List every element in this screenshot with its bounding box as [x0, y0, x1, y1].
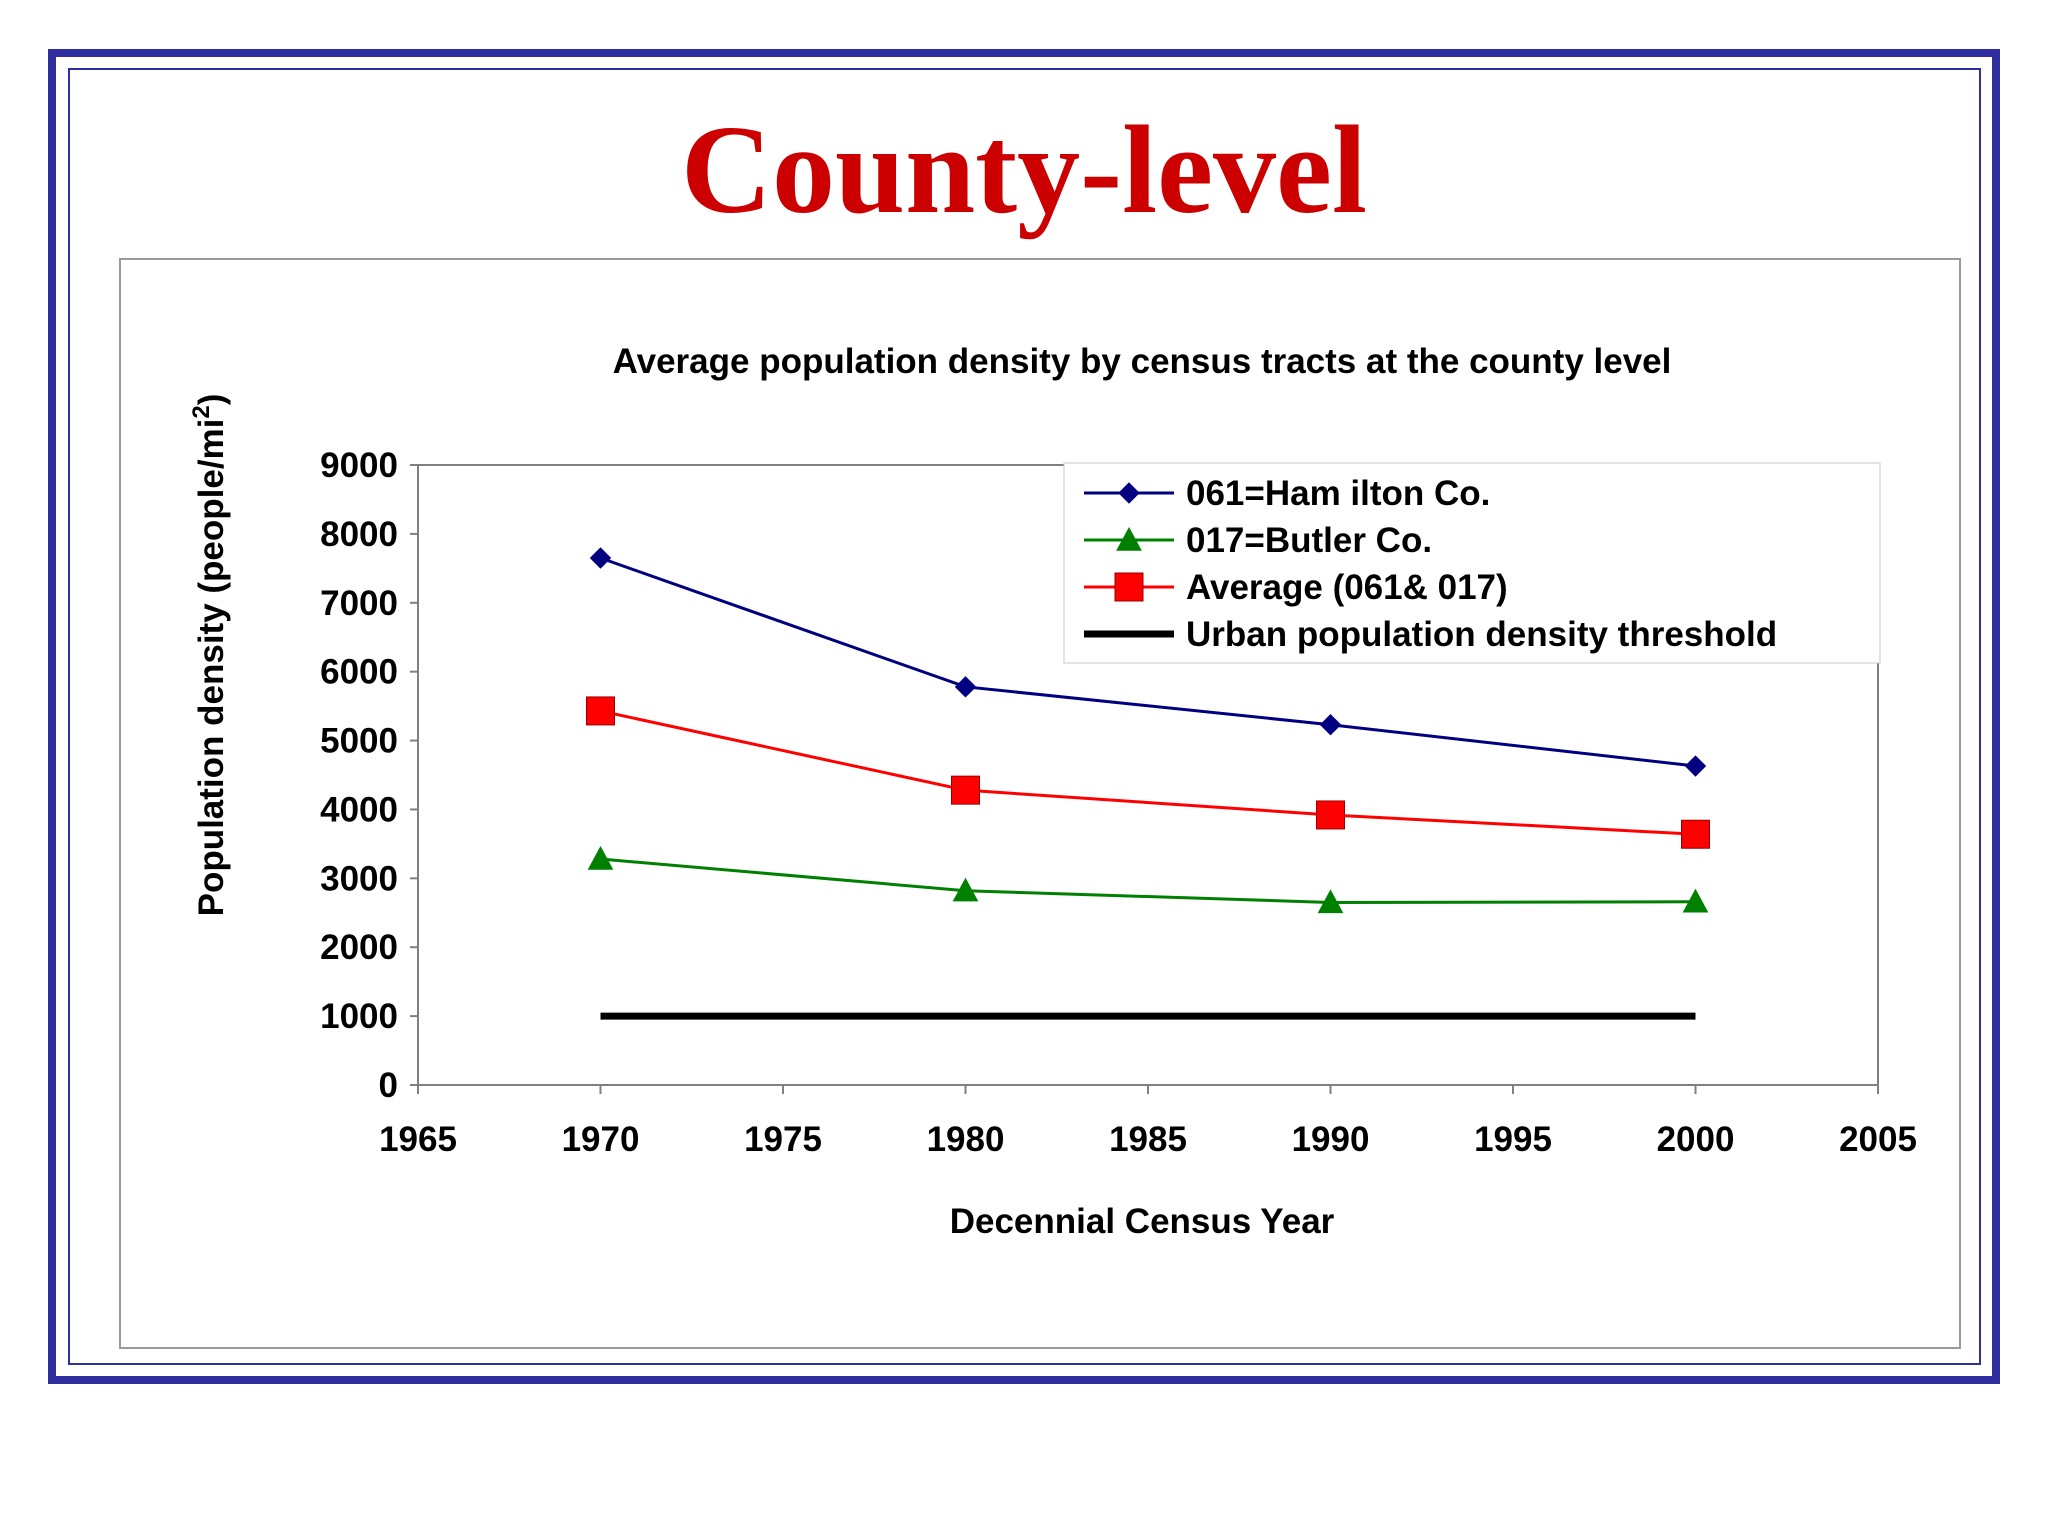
point-triangle	[1116, 526, 1142, 551]
y-axis-title: Population density (people/mi2)	[188, 394, 231, 917]
series-line	[600, 556, 1696, 768]
legend-box	[1063, 462, 1881, 664]
legend-label: 017=Butler Co.	[1186, 521, 1432, 560]
legend-label: Urban population density threshold	[1186, 615, 1777, 654]
point-triangle	[1317, 889, 1344, 914]
y-axis-title-superscript: 2	[188, 405, 215, 418]
x-tick-label: 2000	[1657, 1120, 1735, 1159]
y-tick-label: 2000	[320, 928, 398, 967]
y-tick-label: 5000	[320, 722, 398, 761]
point-diamond	[1684, 755, 1707, 777]
x-tick-label: 1980	[927, 1120, 1005, 1159]
x-tick-label: 1995	[1474, 1120, 1552, 1159]
slide-frame-inner	[68, 68, 1981, 1365]
y-axis-title-main: Population density (people/mi	[192, 419, 231, 917]
x-axis-title: Decennial Census Year	[950, 1202, 1335, 1241]
x-tick-label: 1970	[562, 1120, 640, 1159]
line-chart: Average population density by census tra…	[188, 342, 1917, 1241]
x-tick-label: 1965	[379, 1120, 457, 1159]
point-triangle	[952, 877, 979, 902]
legend-label: Average (061& 017)	[1186, 568, 1508, 607]
point-square	[951, 775, 980, 805]
series-square	[586, 696, 1710, 849]
point-triangle	[1682, 888, 1709, 913]
x-tick-label: 1985	[1109, 1120, 1187, 1159]
point-triangle	[587, 845, 614, 870]
slide-title: County-level	[681, 101, 1367, 240]
point-square	[586, 696, 615, 726]
point-diamond	[1319, 714, 1342, 736]
series-line	[600, 857, 1696, 904]
point-diamond	[1118, 482, 1140, 504]
legend: 061=Ham ilton Co. 017=Butler Co. Average (…	[1063, 462, 1881, 664]
point-square	[1316, 800, 1345, 830]
y-tick-label: 1000	[320, 997, 398, 1036]
series-triangle	[587, 845, 1709, 914]
chart-area: Average population density by census tra…	[119, 258, 1961, 1349]
point-square	[1114, 572, 1144, 602]
y-axis-title-text: Population density (people/mi2)	[188, 394, 231, 917]
point-diamond	[954, 676, 977, 698]
y-tick-label: 0	[379, 1066, 398, 1105]
slide-frame-outer	[48, 49, 2000, 1384]
y-tick-label: 3000	[320, 859, 398, 898]
y-tick-label: 8000	[320, 515, 398, 554]
chart-title: Average population density by census tra…	[613, 342, 1672, 381]
x-tick-label: 2005	[1839, 1120, 1917, 1159]
y-axis-title-close: )	[192, 394, 231, 406]
series-line	[600, 709, 1696, 836]
point-square	[1681, 819, 1710, 849]
axes: 0 1000 2000 3000 4000 5000 6000 7000 8000 9000 196…	[320, 446, 1917, 1159]
series-layer	[586, 547, 1710, 1020]
x-tick-label: 1990	[1292, 1120, 1370, 1159]
series-diamond	[589, 547, 1707, 777]
legend-entries: 061=Ham ilton Co. 017=Butler Co. Average (…	[1084, 474, 1777, 654]
x-tick-label: 1975	[744, 1120, 822, 1159]
y-tick-label: 7000	[320, 584, 398, 623]
y-tick-label: 6000	[320, 653, 398, 692]
legend-label: 061=Ham ilton Co.	[1186, 474, 1490, 513]
y-tick-label: 9000	[320, 446, 398, 485]
y-tick-label: 4000	[320, 790, 398, 829]
point-diamond	[589, 547, 612, 569]
